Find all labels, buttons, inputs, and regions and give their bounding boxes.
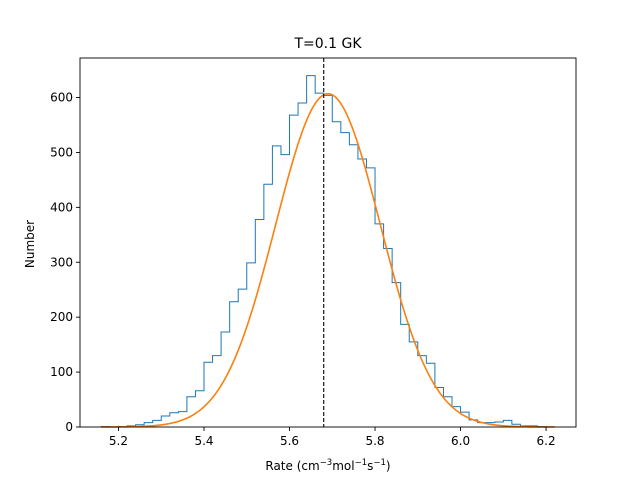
x-tick-label: 5.2 <box>109 434 128 448</box>
x-tick-label: 6.2 <box>537 434 556 448</box>
x-tick-label: 5.4 <box>194 434 213 448</box>
y-tick-label: 200 <box>50 310 73 324</box>
y-tick-label: 100 <box>50 365 73 379</box>
y-tick-label: 600 <box>50 91 73 105</box>
y-axis-label: Number <box>23 220 37 268</box>
x-tick-label: 5.6 <box>280 434 299 448</box>
y-tick-label: 0 <box>65 420 73 434</box>
plot-area: 5.2 5.4 5.6 5.8 6.0 6.2 0 100 200 300 400 500 600 <box>50 57 577 448</box>
axes-frame <box>79 57 577 428</box>
y-tick-label: 400 <box>50 200 73 214</box>
x-tick-label: 5.8 <box>365 434 384 448</box>
chart-title: T=0.1 GK <box>293 36 362 52</box>
x-tick-label: 6.0 <box>451 434 470 448</box>
y-tick-label: 300 <box>50 255 73 269</box>
fit-curve-series <box>101 92 555 428</box>
y-tick-label: 500 <box>50 145 73 159</box>
x-axis-label: Rate (cm−3mol−1s−1) <box>265 458 390 473</box>
